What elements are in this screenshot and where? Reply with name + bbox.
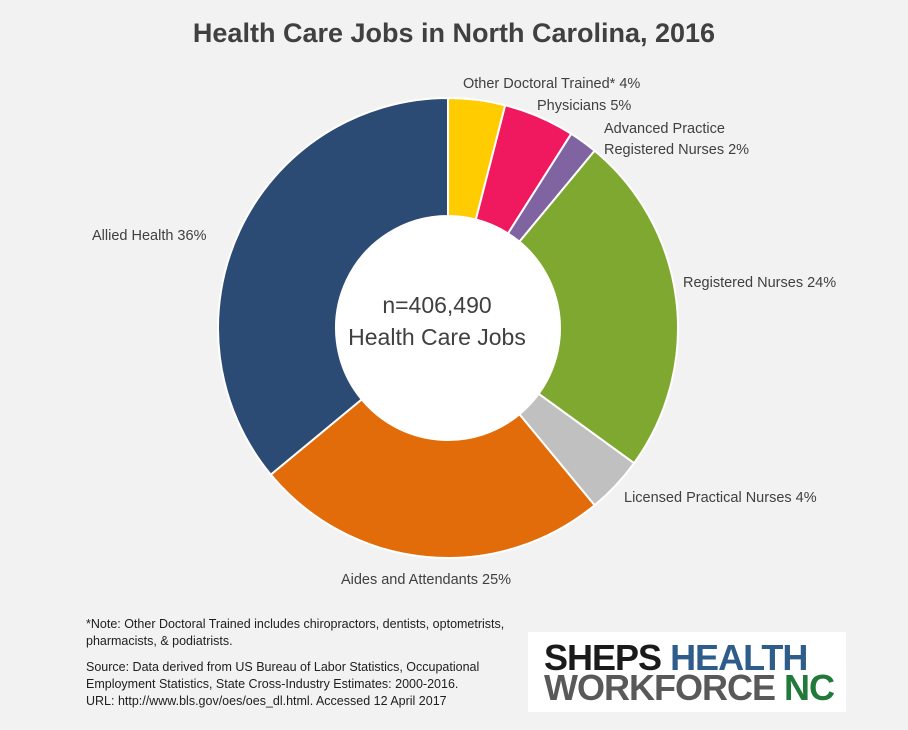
slice-label: Registered Nurses 24% — [683, 275, 836, 291]
center-caption: Health Care Jobs — [348, 324, 526, 350]
chart-title: Health Care Jobs in North Carolina, 2016 — [192, 18, 716, 48]
logo-line-2: WORKFORCE NC — [544, 667, 835, 708]
slice-label: Advanced Practice Registered Nurses 2% — [604, 121, 749, 158]
logo-word-sheps: SHEPS — [544, 637, 662, 678]
slice-label: Other Doctoral Trained* 4% — [463, 76, 640, 92]
donut-slices — [217, 96, 679, 559]
logo-line-1: SHEPS HEALTH — [544, 637, 808, 678]
source-citation: Source: Data derived from US Bureau of L… — [86, 659, 516, 710]
slice-label: Licensed Practical Nurses 4% — [624, 490, 817, 506]
slice-labels: Other Doctoral Trained* 4% Physicians 5% A… — [92, 76, 836, 588]
slice-label: Allied Health 36% — [92, 228, 207, 244]
source-line: URL: http://www.bls.gov/oes/oes_dl.html.… — [86, 694, 447, 708]
donut-hole — [336, 216, 560, 440]
footnote: *Note: Other Doctoral Trained includes c… — [86, 617, 505, 648]
slice-label: Physicians 5% — [537, 98, 631, 114]
logo-word-workforce: WORKFORCE — [544, 667, 776, 708]
sheps-logo: SHEPS HEALTH WORKFORCE NC — [528, 632, 846, 712]
source-line: Employment Statistics, State Cross-Indus… — [86, 677, 459, 691]
slice-label: Aides and Attendants 25% — [341, 572, 511, 588]
source-line: Source: Data derived from US Bureau of L… — [86, 660, 480, 674]
logo-word-health: HEALTH — [670, 637, 808, 678]
logo-word-nc: NC — [784, 667, 835, 708]
donut-chart: Other Doctoral Trained* 4% Physicians 5% A… — [92, 76, 836, 588]
center-count: n=406,490 — [382, 292, 491, 318]
